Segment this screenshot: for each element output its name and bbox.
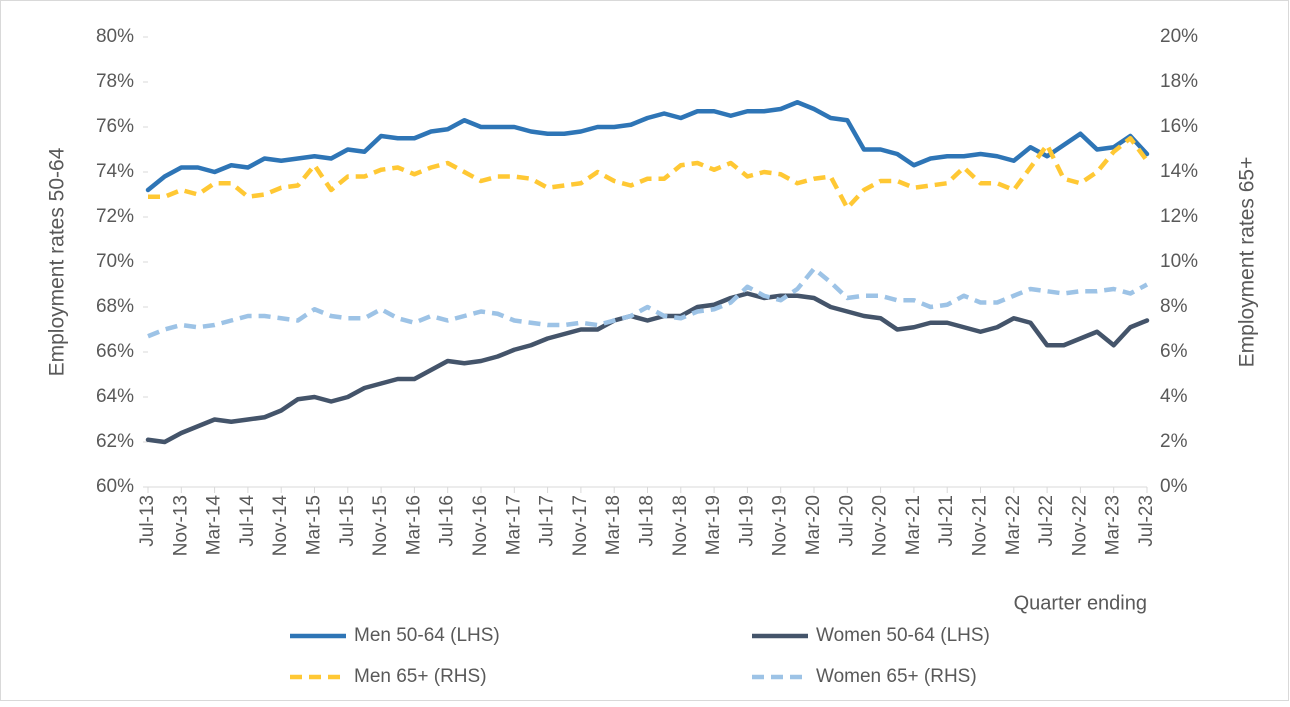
y-tick-label: 70% [96,251,134,272]
y2-tick-label: 14% [1160,161,1198,182]
x-tick-label: Nov-14 [270,495,291,557]
y-tick-label: 76% [96,116,134,137]
x-tick-label: Mar-16 [403,495,424,555]
x-tick-label: Jul-18 [637,495,658,547]
y-tick-label: 68% [96,296,134,317]
x-tick-label: Mar-18 [603,495,624,555]
y-tick-label: 78% [96,71,134,92]
y2-tick-label: 16% [1160,116,1198,137]
y-tick-label: 72% [96,206,134,227]
series-line [147,266,1149,339]
legend-label: Men 50-64 (LHS) [354,625,500,646]
y-tick-label: 64% [96,386,134,407]
x-tick-label: Mar-19 [703,495,724,555]
series-line [145,100,1150,193]
x-tick-label: Nov-20 [870,495,891,556]
x-tick-label: Jul-14 [237,495,258,547]
x-tick-label: Nov-18 [670,495,691,556]
y-axis-title: Employment rates 50-64 [46,147,69,376]
x-tick-label: Jul-20 [836,495,857,547]
y2-tick-label: 0% [1160,476,1188,497]
y2-tick-label: 8% [1160,296,1188,317]
legend-label: Women 65+ (RHS) [816,666,977,687]
x-tick-label: Jul-16 [437,495,458,547]
y-tick-label: 62% [96,431,134,452]
x-tick-label: Nov-22 [1069,495,1090,556]
x-tick-label: Nov-17 [570,495,591,556]
y2-tick-label: 12% [1160,206,1198,227]
y2-tick-label: 10% [1160,251,1198,272]
x-axis-title: Quarter ending [1014,592,1147,614]
x-tick-label: Mar-17 [503,495,524,555]
x-tick-label: Jul-21 [936,495,957,547]
x-tick-label: Nov-16 [470,495,491,556]
legend-label: Men 65+ (RHS) [354,666,487,687]
y-tick-label: 80% [96,26,134,47]
x-tick-label: Jul-23 [1136,495,1157,547]
x-tick-label: Jul-19 [736,495,757,547]
x-tick-label: Mar-15 [304,495,325,555]
y2-tick-label: 6% [1160,341,1188,362]
x-tick-label: Nov-15 [370,495,391,556]
x-tick-label: Mar-23 [1103,495,1124,555]
y2-axis-title: Employment rates 65+ [1236,157,1259,368]
x-tick-label: Nov-21 [970,495,991,556]
x-tick-label: Mar-14 [204,495,225,556]
x-tick-label: Mar-21 [903,495,924,555]
y-tick-label: 74% [96,161,134,182]
series-line [145,291,1150,445]
x-tick-label: Jul-15 [337,495,358,547]
x-tick-label: Mar-20 [803,495,824,555]
y-tick-label: 60% [96,476,134,497]
legend-label: Women 50-64 (LHS) [816,625,990,646]
x-tick-label: Jul-13 [137,495,158,547]
y-tick-label: 66% [96,341,134,362]
x-tick-label: Jul-22 [1036,495,1057,547]
y2-tick-label: 20% [1160,26,1198,47]
x-tick-label: Mar-22 [1003,495,1024,555]
x-tick-label: Nov-13 [170,495,191,556]
y2-tick-label: 18% [1160,71,1198,92]
y2-tick-label: 4% [1160,386,1188,407]
y2-tick-label: 2% [1160,431,1188,452]
x-tick-label: Nov-19 [770,495,791,556]
x-tick-label: Jul-17 [537,495,558,547]
series-line [148,136,1149,211]
